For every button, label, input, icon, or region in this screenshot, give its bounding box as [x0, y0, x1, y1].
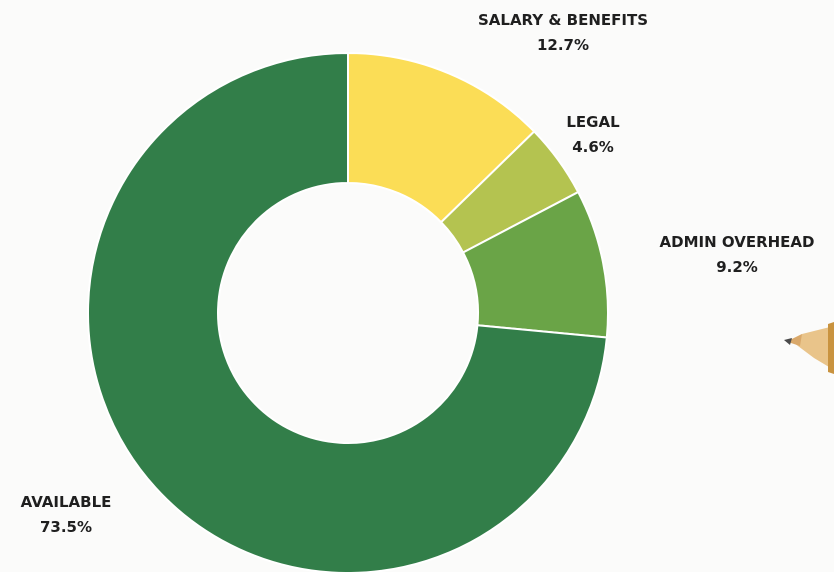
slice-value-legal: 4.6% [572, 138, 614, 156]
slice-name-legal: LEGAL [566, 113, 620, 131]
slice-name-salary-benefits: SALARY & BENEFITS [477, 11, 649, 29]
pencil-icon [784, 322, 834, 374]
slice-name-admin-overhead: ADMIN OVERHEAD [659, 233, 815, 251]
donut-slice-available [87, 51, 608, 572]
slice-label-admin-overhead: ADMIN OVERHEAD 9.2% [640, 230, 834, 280]
slice-label-salary-benefits: SALARY & BENEFITS 12.7% [463, 8, 663, 58]
slice-label-available: AVAILABLE 73.5% [0, 490, 132, 540]
slice-value-available: 73.5% [39, 518, 93, 536]
donut-slice-salary-benefits [347, 51, 536, 224]
slice-value-salary-benefits: 12.7% [536, 36, 590, 54]
slice-value-admin-overhead: 9.2% [716, 258, 758, 276]
slice-name-available: AVAILABLE [20, 493, 112, 511]
slice-label-legal: LEGAL 4.6% [548, 110, 638, 160]
